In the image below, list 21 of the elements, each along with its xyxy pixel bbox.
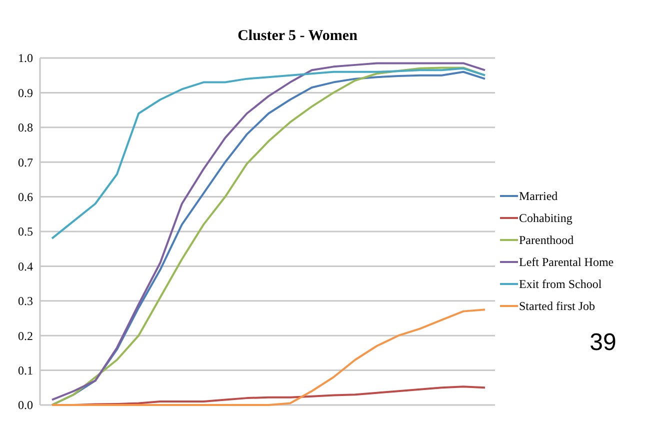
legend-label: Married	[519, 189, 558, 204]
y-tick-label: 1.0	[18, 51, 33, 66]
y-tick-label: 0.8	[18, 120, 33, 135]
y-tick-label: 0.1	[18, 364, 33, 378]
y-tick-label: 0.7	[18, 155, 33, 170]
y-tick-label: 0.6	[18, 190, 33, 204]
y-tick-label: 0.2	[18, 328, 33, 343]
line-series	[51, 308, 486, 406]
y-tick-label: 0.3	[18, 294, 33, 308]
line-series	[51, 67, 486, 240]
legend-label: Left Parental Home	[519, 255, 614, 270]
text: 39	[590, 329, 616, 356]
y-tick-label: 0.4	[18, 259, 33, 274]
legend-label: Parenthood	[519, 233, 574, 248]
legend-label: Exit from School	[519, 277, 602, 292]
chart-title: Cluster 5 - Women	[238, 28, 358, 44]
legend-label: Cohabiting	[519, 211, 572, 226]
y-tick-label: 0.5	[18, 224, 33, 239]
y-tick-label: 0.0	[18, 398, 33, 412]
y-tick-label: 0.9	[18, 86, 33, 100]
legend-label: Started first Job	[519, 299, 595, 314]
